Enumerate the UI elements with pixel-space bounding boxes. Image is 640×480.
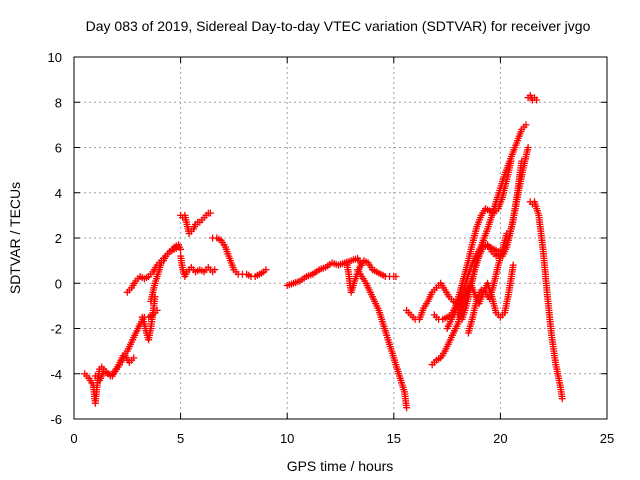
y-tick-label: -2 [50,322,62,337]
y-tick-label: 8 [55,95,62,110]
x-tick-label: 0 [70,431,77,446]
data-point [175,243,182,251]
data-point [558,395,566,403]
x-tick-label: 15 [387,431,401,446]
x-tick-label: 25 [600,431,614,446]
chart-title: Day 083 of 2019, Sidereal Day-to-day VTE… [86,18,591,34]
axis-ticks: 0 5 10 15 20 25 -6 -4 -2 0 2 4 6 8 10 [48,50,615,446]
data-point [509,261,517,269]
x-tick-label: 10 [280,431,294,446]
grid-lines [74,57,607,419]
x-tick-label: 5 [177,431,184,446]
y-axis-title: SDTVAR / TECUs [7,182,23,294]
data-point [524,144,532,151]
y-tick-label: -6 [50,412,62,427]
data-point [522,121,530,129]
data-point [262,266,270,274]
data-point [518,157,526,165]
x-axis-title: GPS time / hours [287,458,394,474]
y-tick-label: 2 [55,231,62,246]
y-tick-label: 6 [55,141,62,156]
data-point [507,157,515,165]
data-point [533,96,541,104]
data-point [503,230,511,237]
y-tick-label: -4 [50,367,62,382]
data-point [211,266,219,274]
data-points [81,92,566,412]
y-tick-label: 10 [48,50,62,65]
y-tick-label: 0 [55,276,62,291]
data-point [130,354,138,362]
data-point [392,273,400,280]
data-point [403,404,411,412]
y-tick-label: 4 [55,186,62,201]
data-point [206,209,214,217]
x-tick-label: 20 [493,431,507,446]
